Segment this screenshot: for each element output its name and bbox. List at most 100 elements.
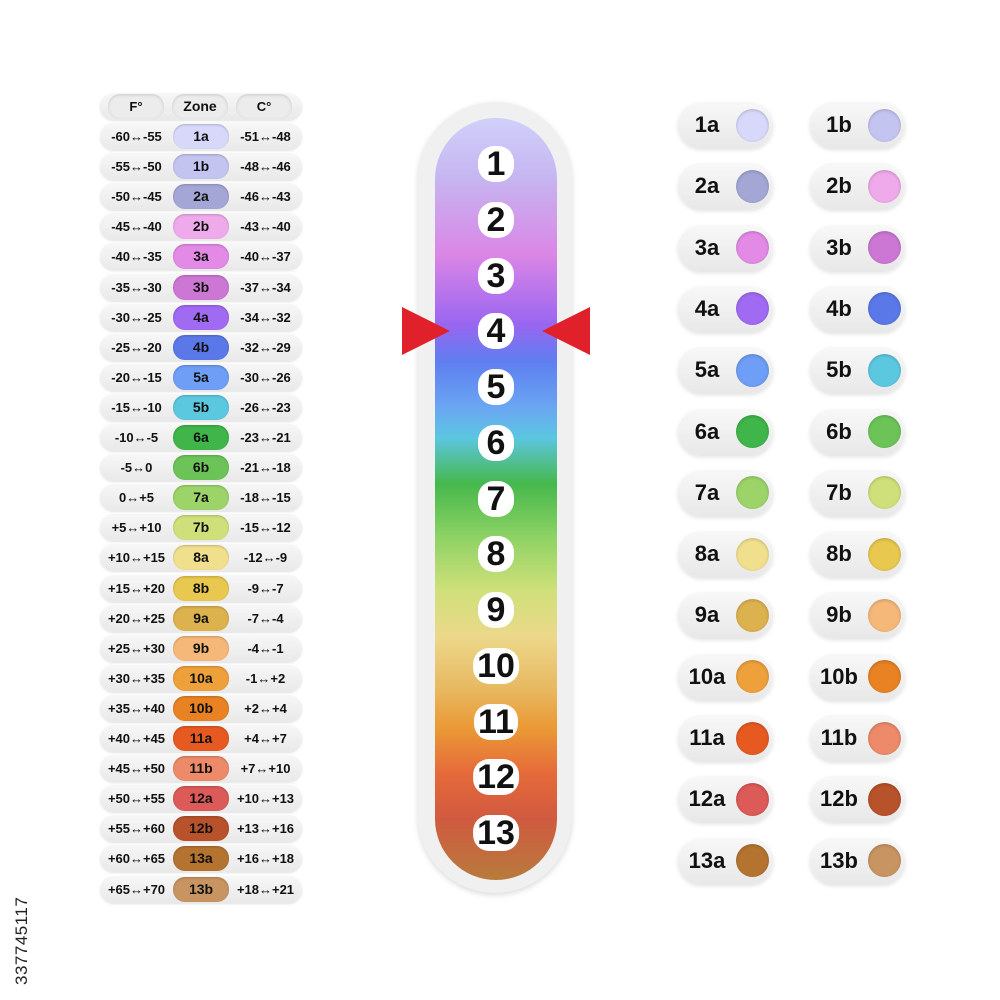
celsius-range: -34↔-32 (240, 309, 291, 325)
zone-swatch: 2a (678, 163, 773, 210)
swatch-color-dot (868, 598, 901, 632)
table-row: +65↔+70 13b +18↔+21 (100, 875, 302, 903)
zone-swatch: 3b (810, 224, 905, 271)
celsius-range: -4↔-1 (247, 640, 284, 656)
swatch-label: 8a (694, 541, 720, 567)
zone-swatch: 9a (678, 592, 773, 639)
celsius-range: -1↔+2 (245, 670, 286, 686)
fahrenheit-range: -15↔-10 (111, 399, 162, 415)
swatch-label: 1a (694, 112, 720, 137)
celsius-range: +4↔+7 (244, 731, 287, 746)
fahrenheit-range: +50↔+55 (107, 791, 166, 807)
zone-number: 6 (478, 424, 514, 461)
zone-number: 13 (473, 815, 519, 851)
table-row: -30↔-25 4a -34↔-32 (100, 303, 302, 331)
zone-swatch: 2b (810, 163, 905, 210)
swatch-color-dot (868, 353, 901, 387)
fahrenheit-range: +60↔+65 (107, 851, 166, 867)
zone-swatch: 12a (678, 776, 773, 823)
zone-pill: 4a (173, 304, 229, 330)
fahrenheit-range: -60↔-55 (111, 129, 162, 144)
swatch-label: 9b (826, 602, 852, 628)
swatch-color-dot (868, 660, 901, 694)
fahrenheit-range: +5↔+10 (111, 520, 162, 536)
zone-swatch: 10a (678, 653, 773, 700)
zone-swatch: 11b (810, 715, 905, 761)
zone-number: 11 (474, 703, 518, 740)
table-row: +40↔+45 11a +4↔+7 (100, 725, 302, 752)
zone-swatch: 13a (678, 837, 773, 884)
table-header: F° Zone C° (100, 93, 302, 120)
table-row: +5↔+10 7b -15↔-12 (100, 514, 302, 542)
swatch-color-dot (736, 476, 769, 510)
marker-left-arrow-icon (402, 307, 450, 355)
zone-pill: 12a (173, 786, 229, 812)
swatch-color-dot (868, 108, 901, 142)
zone-number: 10 (473, 647, 519, 684)
swatch-color-dot (736, 782, 769, 816)
zone-swatch: 6b (810, 408, 905, 455)
swatch-label: 2b (826, 173, 852, 199)
fahrenheit-range: -10↔-5 (114, 430, 159, 445)
fahrenheit-range: +10↔+15 (107, 550, 166, 566)
zone-number: 3 (478, 257, 514, 294)
zone-swatch: 8b (810, 531, 905, 578)
zone-pill: 11b (173, 756, 229, 782)
watermark-id: 337745117 (12, 896, 31, 985)
zone-swatch: 1a (678, 102, 773, 148)
fahrenheit-range: -30↔-25 (111, 309, 162, 325)
fahrenheit-range: 0↔+5 (118, 490, 155, 506)
zone-swatch: 4a (678, 285, 773, 332)
zone-pill: 8b (173, 575, 229, 601)
celsius-range: -43↔-40 (240, 219, 291, 235)
celsius-range: +10↔+13 (236, 791, 295, 807)
zone-swatch: 7a (678, 469, 773, 516)
table-row: -20↔-15 5a -30↔-26 (100, 363, 302, 391)
swatch-label: 6a (694, 418, 720, 444)
fahrenheit-range: +30↔+35 (107, 670, 166, 686)
celsius-range: +7↔+10 (240, 761, 291, 777)
swatch-label: 7a (694, 479, 720, 505)
zone-swatch: 9b (810, 592, 905, 639)
celsius-range: -18↔-15 (240, 490, 291, 506)
celsius-range: +18↔+21 (236, 881, 295, 897)
swatch-label: 10b (820, 663, 858, 689)
celsius-range: -23↔-21 (240, 430, 291, 445)
celsius-range: -46↔-43 (240, 189, 291, 205)
swatch-color-dot (736, 353, 769, 387)
header-celsius: C° (236, 94, 292, 119)
fahrenheit-range: +35↔+40 (107, 700, 166, 716)
zone-swatch: 7b (810, 469, 905, 516)
celsius-range: -15↔-12 (240, 520, 291, 536)
table-row: +20↔+25 9a -7↔-4 (100, 604, 302, 632)
swatch-label: 12b (820, 786, 858, 812)
table-row: -25↔-20 4b -32↔-29 (100, 333, 302, 361)
zone-number: 8 (478, 536, 514, 573)
zone-pill: 6a (173, 425, 229, 450)
swatch-label: 11a (689, 725, 725, 750)
table-row: -55↔-50 1b -48↔-46 (100, 153, 302, 181)
zone-pill: 4b (173, 334, 229, 360)
swatch-label: 13a (688, 847, 726, 873)
fahrenheit-range: -25↔-20 (111, 339, 162, 355)
swatch-color-dot (868, 231, 901, 265)
swatch-label: 8b (826, 541, 852, 567)
fahrenheit-range: -50↔-45 (111, 189, 162, 205)
swatch-label: 5a (694, 357, 720, 383)
swatch-label: 13b (820, 847, 858, 873)
zone-pill: 3a (173, 244, 229, 270)
fahrenheit-range: -45↔-40 (111, 219, 162, 235)
celsius-range: +13↔+16 (236, 821, 295, 837)
table-row: +25↔+30 9b -4↔-1 (100, 634, 302, 662)
celsius-range: -26↔-23 (240, 399, 291, 415)
celsius-range: -30↔-26 (240, 369, 291, 385)
swatch-color-dot (736, 231, 769, 265)
marker-right-arrow-icon (542, 307, 590, 355)
zone-swatch: 1b (810, 102, 905, 148)
fahrenheit-range: +20↔+25 (107, 610, 166, 626)
fahrenheit-range: -20↔-15 (111, 369, 162, 385)
zone-swatch: 12b (810, 776, 905, 823)
table-row: -10↔-5 6a -23↔-21 (100, 424, 302, 451)
swatch-color-dot (736, 415, 769, 448)
zone-swatch: 6a (678, 408, 773, 455)
